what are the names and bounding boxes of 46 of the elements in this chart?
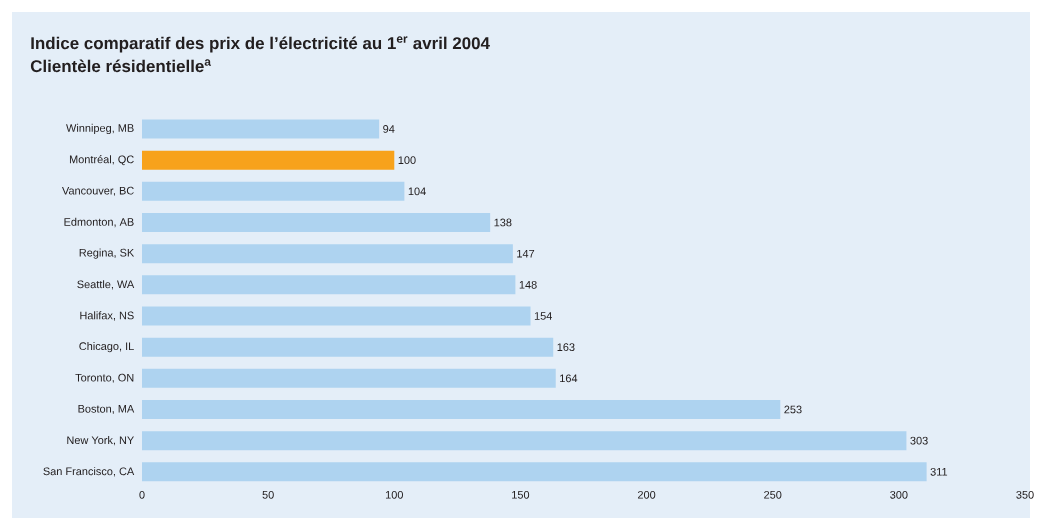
bar [142, 337, 554, 357]
y-tick-label: New York, NY [67, 435, 134, 446]
x-tick-label: 300 [890, 490, 908, 499]
data-label: 253 [784, 405, 802, 414]
y-tick-label: Winnipeg, MB [66, 123, 134, 135]
x-tick-label: 50 [262, 490, 274, 499]
bar [142, 244, 513, 264]
chart-title: Indice comparatif des prix de l’électricité au 1$^{er}$ avril 2004 [31, 36, 490, 53]
x-tick-label: 100 [385, 490, 403, 499]
bar [142, 431, 907, 451]
x-tick-label: 0 [139, 490, 145, 499]
data-label: 154 [534, 312, 552, 320]
y-tick-label: Edmonton, AB [64, 217, 134, 228]
bar [142, 275, 516, 295]
y-tick-label: Seattle, WA [77, 280, 135, 290]
bar [142, 150, 395, 170]
data-label: 94 [383, 125, 395, 133]
bar [142, 462, 927, 482]
x-tick-label: 350 [1016, 490, 1034, 499]
data-label: 303 [910, 436, 928, 445]
x-tick-label: 250 [764, 490, 782, 499]
data-label: 147 [517, 249, 535, 258]
y-tick-label: San Francisco, CA [43, 467, 135, 477]
bar [142, 399, 781, 419]
x-tick-label: 150 [512, 490, 530, 499]
bar [142, 181, 405, 201]
data-label: 163 [557, 343, 575, 352]
bar [142, 119, 380, 139]
data-label: 100 [398, 156, 416, 165]
y-tick-label: Vancouver, BC [62, 186, 134, 196]
data-label: 104 [408, 187, 426, 196]
bar [142, 212, 491, 232]
chart-subtitle: Clientèle résidentielle$^{a}$ [30, 59, 212, 73]
data-label: 311 [930, 467, 948, 476]
data-label: 138 [494, 218, 512, 227]
y-tick-label: Chicago, IL [79, 342, 134, 353]
y-tick-label: Boston, MA [78, 405, 135, 414]
data-label: 164 [560, 374, 578, 383]
y-tick-label: Montréal, QC [69, 155, 134, 166]
bar [142, 306, 531, 326]
x-tick-label: 200 [637, 490, 656, 499]
data-label: 148 [519, 280, 537, 289]
y-tick-label: Halifax, NS [80, 311, 134, 321]
bar [142, 368, 556, 388]
y-tick-label: Regina, SK [79, 248, 135, 259]
y-tick-label: Toronto, ON [75, 373, 134, 383]
